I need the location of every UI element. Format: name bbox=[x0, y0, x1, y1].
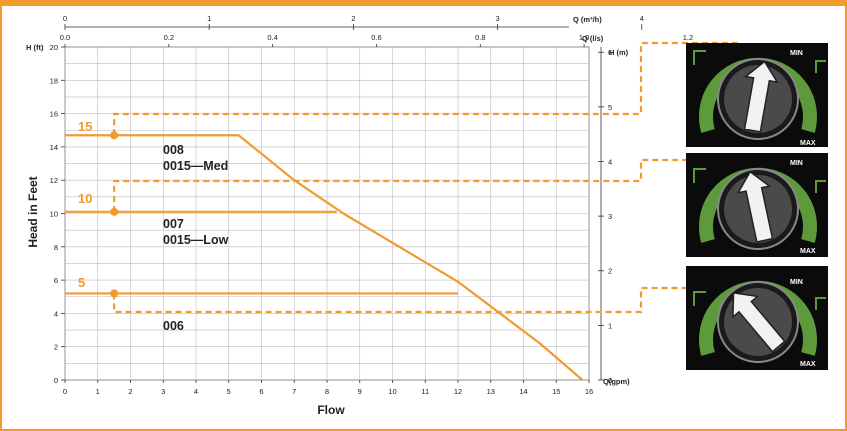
right-m-tick-label: 0 bbox=[608, 376, 612, 385]
x-tick-label: 10 bbox=[388, 387, 396, 396]
dial-lowest-min: MIN bbox=[790, 279, 803, 286]
top-ls-tick-label: 0.6 bbox=[371, 33, 381, 42]
top-ls-label: Q (l/s) bbox=[582, 34, 604, 43]
setting-guides bbox=[113, 41, 741, 314]
dial-med-min: MIN bbox=[790, 50, 803, 57]
top-m3h-tick-label: 2 bbox=[351, 14, 355, 23]
top-m3h-tick-label: 4 bbox=[640, 14, 644, 23]
annotation-15: 15 bbox=[78, 119, 92, 134]
x-tick-label: 0 bbox=[63, 387, 67, 396]
top-m3h-label: Q (m³/h) bbox=[573, 15, 602, 24]
dial-lowest-graphic: MIN MAX bbox=[693, 279, 826, 368]
right-m-tick-label: 1 bbox=[608, 321, 612, 330]
top-ls-tick-label: 0.0 bbox=[60, 33, 70, 42]
guide-line-10 bbox=[113, 158, 704, 212]
top-ls-tick-label: 1.0 bbox=[579, 33, 589, 42]
x-tick-label: 2 bbox=[128, 387, 132, 396]
setting-marker-15 bbox=[110, 131, 119, 140]
x-tick-label: 14 bbox=[519, 387, 527, 396]
x-tick-label: 9 bbox=[358, 387, 362, 396]
guide-line-15 bbox=[113, 41, 741, 136]
dial-low-min: MIN bbox=[790, 160, 803, 167]
x-axis-title: Flow bbox=[317, 403, 345, 417]
speed-dial-low: MIN MAX bbox=[686, 153, 828, 257]
dial-lowest-max: MAX bbox=[800, 361, 816, 368]
curve-label-007: 007 bbox=[163, 217, 184, 231]
y-axis-title: Head in Feet bbox=[26, 176, 40, 247]
y-tick-label: 6 bbox=[54, 276, 58, 285]
dial-med-max: MAX bbox=[800, 140, 816, 147]
top-ls-tick-label: 0.8 bbox=[475, 33, 485, 42]
right-m-tick-label: 6 bbox=[608, 48, 612, 57]
top-ls-tick-label: 1.2 bbox=[683, 33, 693, 42]
x-unit-label: Q(gpm) bbox=[603, 377, 630, 386]
curve-label-008: 008 bbox=[163, 143, 184, 157]
right-m-tick-label: 3 bbox=[608, 212, 612, 221]
top-m3h-tick-label: 0 bbox=[63, 14, 67, 23]
speed-dial-lowest: MIN MAX bbox=[686, 266, 828, 370]
annotation-marks bbox=[110, 131, 119, 298]
x-tick-label: 6 bbox=[259, 387, 263, 396]
y-tick-label: 2 bbox=[54, 343, 58, 352]
top-m3h-tick-label: 1 bbox=[207, 14, 211, 23]
y-tick-label: 14 bbox=[50, 143, 58, 152]
setting-marker-5 bbox=[110, 289, 119, 298]
annotation-5: 5 bbox=[78, 275, 85, 290]
axes: 0 1 2 3 4 5 6 7 8 9 10 11 12 13 14 15 160246810121416182… bbox=[50, 14, 694, 396]
dial-med-graphic: MIN MAX bbox=[693, 50, 826, 147]
right-m-tick-label: 2 bbox=[608, 267, 612, 276]
y-tick-label: 10 bbox=[50, 210, 58, 219]
x-tick-label: 15 bbox=[552, 387, 560, 396]
x-tick-label: 4 bbox=[194, 387, 198, 396]
y-tick-label: 18 bbox=[50, 76, 58, 85]
setting-marker-10 bbox=[110, 207, 119, 216]
x-tick-label: 1 bbox=[96, 387, 100, 396]
x-tick-label: 5 bbox=[227, 387, 231, 396]
x-tick-label: 8 bbox=[325, 387, 329, 396]
y-unit-label: H (ft) bbox=[26, 43, 44, 52]
grid-lines bbox=[64, 46, 590, 381]
speed-dial-med: MIN MAX bbox=[686, 43, 828, 147]
curve-label-0015-med: 0015—Med bbox=[163, 159, 228, 173]
x-tick-label: 13 bbox=[487, 387, 495, 396]
y-tick-label: 8 bbox=[54, 243, 58, 252]
curve-label-0015-low: 0015—Low bbox=[163, 233, 229, 247]
y-tick-label: 12 bbox=[50, 176, 58, 185]
y-tick-label: 16 bbox=[50, 110, 58, 119]
dial-low-graphic: MIN MAX bbox=[693, 160, 826, 255]
top-ls-tick-label: 0.2 bbox=[164, 33, 174, 42]
right-m-tick-label: 4 bbox=[608, 157, 612, 166]
y-tick-label: 4 bbox=[54, 309, 58, 318]
right-m-tick-label: 5 bbox=[608, 103, 612, 112]
y-tick-label: 20 bbox=[50, 43, 58, 52]
guide-line-5 bbox=[113, 286, 704, 314]
x-tick-label: 16 bbox=[585, 387, 593, 396]
annotation-10: 10 bbox=[78, 191, 92, 206]
dial-low-max: MAX bbox=[800, 248, 816, 255]
x-tick-label: 7 bbox=[292, 387, 296, 396]
y-tick-label: 0 bbox=[54, 376, 58, 385]
top-m3h-tick-label: 3 bbox=[495, 14, 499, 23]
curve-label-006: 006 bbox=[163, 319, 184, 333]
x-tick-label: 11 bbox=[421, 387, 429, 396]
x-tick-label: 12 bbox=[454, 387, 462, 396]
right-m-label: H (m) bbox=[609, 48, 629, 57]
top-ls-tick-label: 0.4 bbox=[267, 33, 277, 42]
series-line-008 bbox=[65, 134, 584, 381]
x-tick-label: 3 bbox=[161, 387, 165, 396]
